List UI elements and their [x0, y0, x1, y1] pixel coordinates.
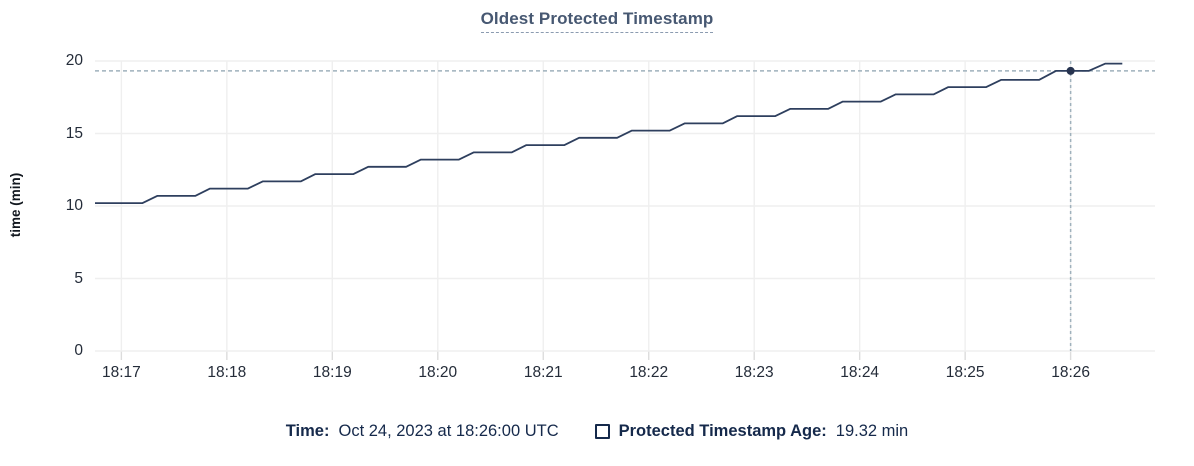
- x-tick-label: 18:23: [734, 364, 774, 381]
- chart-header: Oldest Protected Timestamp: [0, 9, 1194, 33]
- y-tick-label: 20: [65, 52, 83, 69]
- x-tick-label: 18:21: [523, 364, 563, 381]
- x-tick-label: 18:22: [629, 364, 669, 381]
- series-line: [95, 62, 1123, 205]
- x-tick-label: 18:18: [207, 364, 247, 381]
- x-tick-label: 18:26: [1051, 364, 1090, 381]
- x-tick-label: 18:25: [945, 364, 985, 381]
- line-chart-plot[interactable]: [0, 0, 1194, 410]
- y-tick-label: 5: [74, 269, 83, 287]
- time-value: Oct 24, 2023 at 18:26:00 UTC: [338, 422, 559, 440]
- y-tick-label: 10: [65, 197, 83, 214]
- chart-title[interactable]: Oldest Protected Timestamp: [480, 9, 714, 33]
- x-tick-label: 18:24: [840, 364, 880, 381]
- series-label: Protected Timestamp Age:: [618, 422, 827, 440]
- series-checkbox[interactable]: [594, 424, 610, 439]
- hover-point: [1066, 66, 1075, 75]
- x-tick-label: 18:20: [418, 364, 458, 381]
- y-tick-label: 15: [65, 124, 83, 142]
- time-label: Time:: [285, 422, 330, 440]
- series-value: 19.32 min: [835, 422, 909, 440]
- x-tick-label: 18:17: [101, 364, 141, 381]
- x-tick-label: 18:19: [312, 364, 352, 381]
- y-tick-label: 0: [74, 342, 83, 359]
- hover-legend: Time: Oct 24, 2023 at 18:26:00 UTC Prote…: [0, 422, 1194, 441]
